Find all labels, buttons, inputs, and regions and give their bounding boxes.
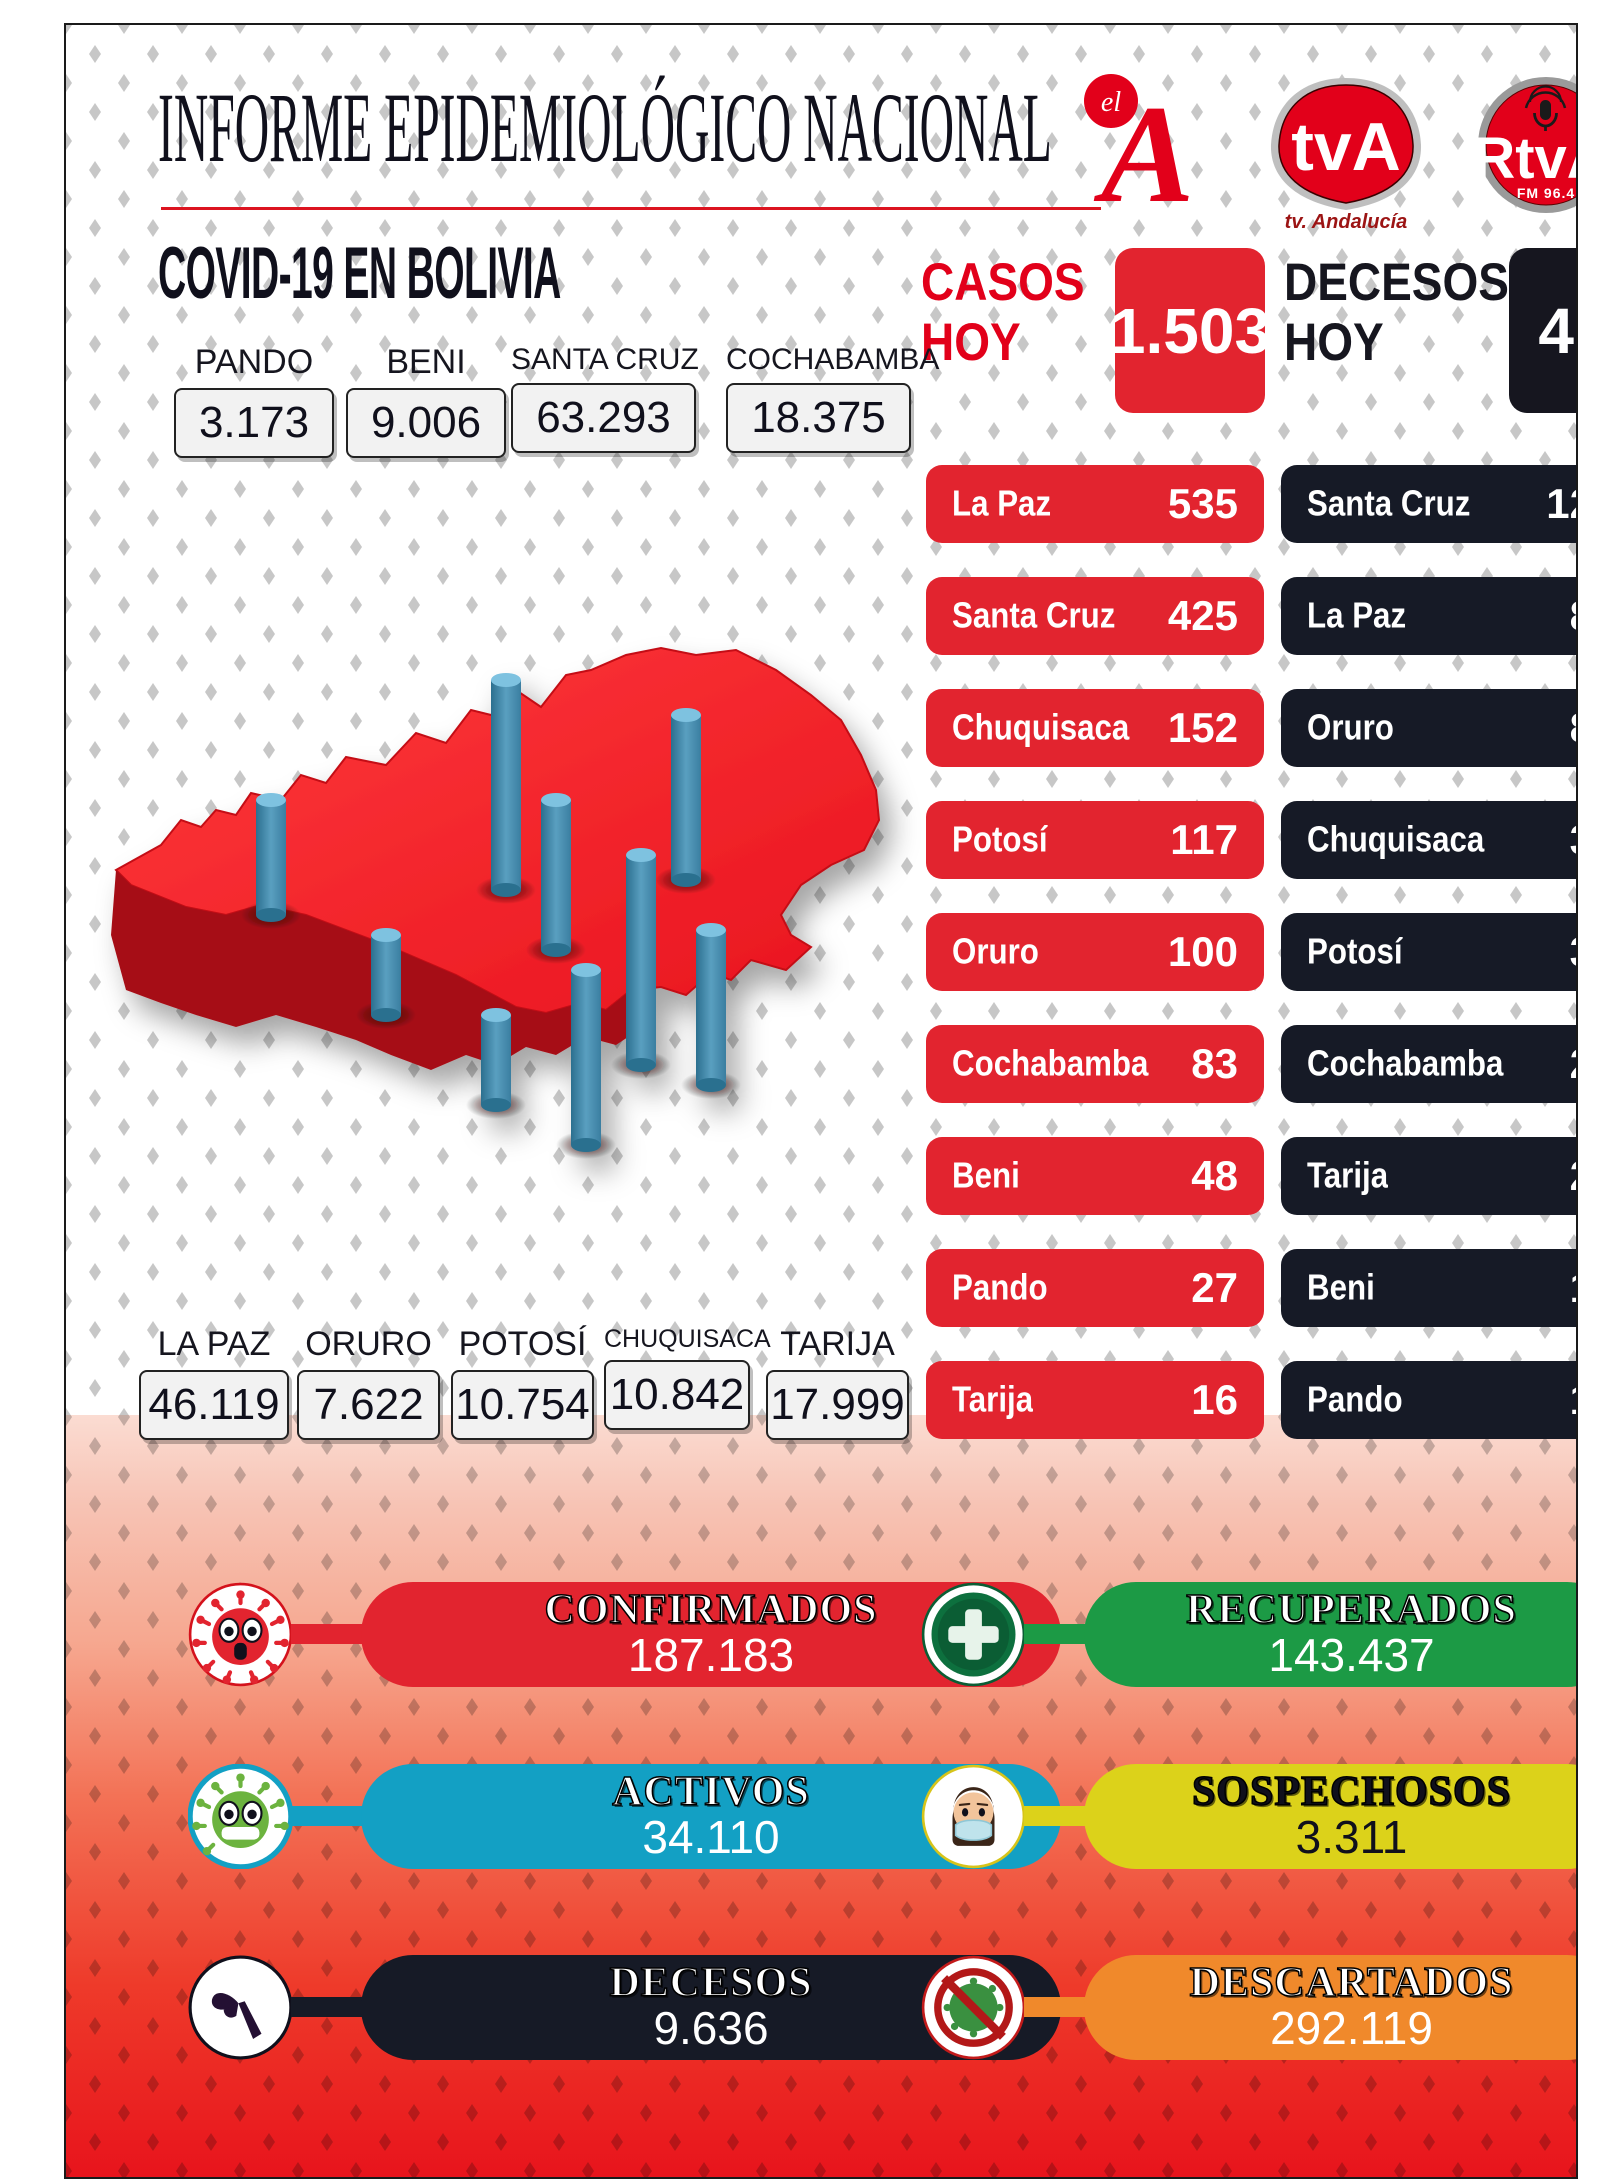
svg-text:tvA: tvA xyxy=(1291,109,1401,185)
svg-text:FM 96.4: FM 96.4 xyxy=(1517,185,1575,201)
svg-text:el: el xyxy=(1101,87,1121,118)
svg-text:RtvA: RtvA xyxy=(1473,126,1578,191)
